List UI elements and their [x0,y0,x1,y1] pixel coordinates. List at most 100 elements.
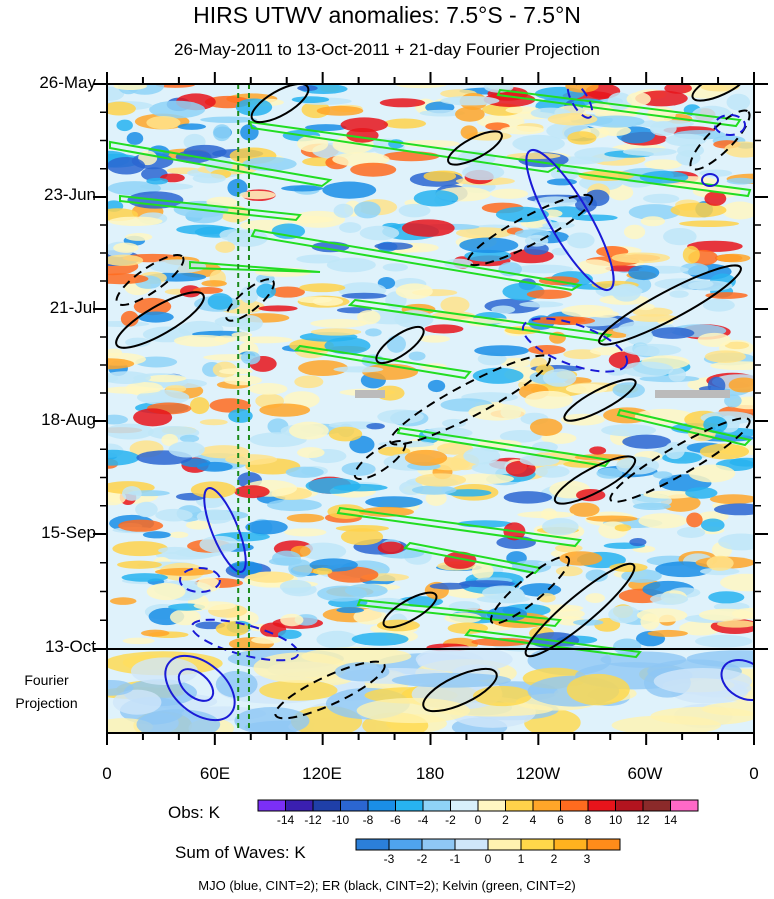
anomaly-patch [638,513,688,529]
anomaly-patch [609,562,648,572]
anomaly-patch [566,232,595,249]
anomaly-patch [239,190,276,200]
anomaly-patch [299,542,347,561]
anomaly-patch [377,409,424,425]
colorbar-swatch [257,799,286,812]
anomaly-patch [518,583,562,597]
anomaly-patch [408,351,426,361]
anomaly-patch [471,562,494,580]
anomaly-patch [724,341,750,350]
colorbar-tick-label: -8 [362,813,374,827]
obs-colorbar-label: Obs: K [168,803,220,822]
colorbar-swatch [422,799,451,812]
anomaly-patch [411,485,457,495]
anomaly-patch [455,106,485,122]
anomaly-patch [663,227,697,246]
x-tick-label: 0 [102,764,112,783]
anomaly-patch [706,555,734,571]
anomaly-patch [534,465,570,478]
colorbar-tick-label: 6 [557,813,564,827]
anomaly-patch [585,593,605,603]
anomaly-patch [565,383,608,394]
colorbar-swatch [395,799,424,812]
waves-colorbar [355,838,621,851]
waves-colorbar-label: Sum of Waves: K [175,843,306,862]
anomaly-patch [386,335,406,353]
anomaly-patch [126,132,144,145]
anomaly-patch [285,466,324,478]
anomaly-patch [379,98,426,108]
anomaly-patch [109,597,137,605]
anomaly-patch [491,305,516,314]
anomaly-patch [284,528,327,537]
anomaly-patch [365,496,423,508]
anomaly-patch [640,216,666,227]
colorbar-swatch [553,838,588,851]
anomaly-patch [107,371,151,384]
anomaly-patch [275,215,334,224]
anomaly-patch [267,499,322,512]
anomaly-patch [468,403,526,421]
anomaly-patch [120,310,139,327]
anomaly-patch [729,457,754,467]
y-tick-label: 21-Jul [49,298,96,317]
anomaly-patch [585,189,610,207]
colorbar-tick-label: 0 [474,813,482,827]
anomaly-patch [357,310,381,325]
anomaly-patch [176,224,230,235]
anomaly-patch [354,201,381,219]
anomaly-patch [483,92,536,107]
anomaly-patch [201,280,227,287]
anomaly-patch [310,328,362,336]
missing-data-patch [655,390,730,398]
anomaly-patch [280,613,304,627]
anomaly-patch [340,528,384,546]
anomaly-patch [731,607,754,620]
anomaly-patch [189,397,210,415]
anomaly-patch [499,429,542,443]
anomaly-patch [649,593,689,605]
colorbar-tick-label: 3 [583,852,591,866]
anomaly-patch [555,566,583,577]
anomaly-patch [277,629,302,639]
colorbar-swatch [477,799,506,812]
anomaly-patch [366,423,385,430]
anomaly-patch [647,629,688,637]
anomaly-patch [547,112,598,126]
anomaly-patch [472,367,524,384]
anomaly-patch [636,608,688,623]
anomaly-patch [116,119,133,132]
colorbar-tick-label: -4 [417,813,429,827]
anomaly-patch [419,109,465,117]
anomaly-patch [608,605,640,624]
colorbar-tick-label: -10 [331,813,350,827]
colorbar-swatch [532,799,561,812]
anomaly-patch [185,520,212,530]
projection-patch [107,679,134,696]
anomaly-patch [247,571,294,583]
anomaly-patch [676,150,701,166]
anomaly-patch [559,551,603,566]
anomaly-patch [460,125,478,140]
colorbar-swatch [586,838,621,851]
colorbar-swatch [388,838,423,851]
colorbar-swatch [642,799,671,812]
anomaly-patch [686,512,703,528]
anomaly-patch [616,456,660,475]
projection-patch [136,709,221,733]
x-tick-label: 60W [627,764,663,783]
anomaly-patch [714,503,754,516]
anomaly-patch [709,494,754,505]
anomaly-patch [722,201,754,220]
anomaly-patch [720,573,754,592]
anomaly-patch [669,290,689,298]
anomaly-patch [423,170,457,182]
anomaly-patch [107,156,146,175]
anomaly-patch [339,222,362,233]
anomaly-patch [107,273,149,285]
anomaly-patch [107,358,135,370]
anomaly-patch [628,265,660,281]
anomaly-patch [398,203,431,218]
anomaly-patch [413,189,459,207]
anomaly-patch [401,219,455,237]
